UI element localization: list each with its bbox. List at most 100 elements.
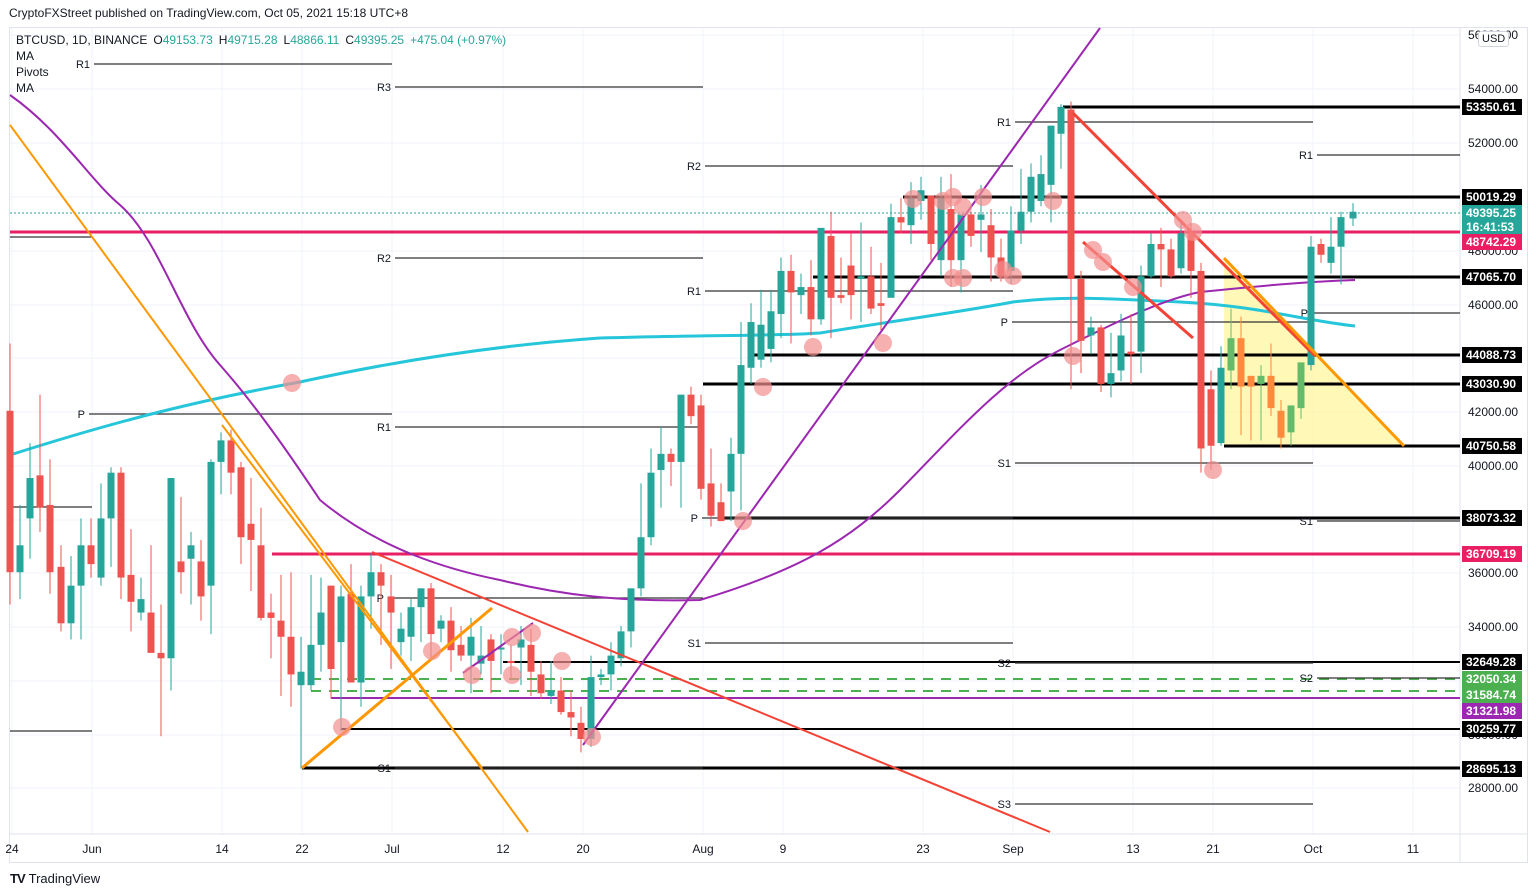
- indicator-ma-2[interactable]: MA: [16, 81, 34, 95]
- candle-body: [36, 475, 44, 508]
- candle-body: [46, 504, 54, 573]
- candle-body: [1217, 367, 1225, 444]
- candle-body: [457, 644, 465, 656]
- candle-body: [307, 644, 315, 686]
- price-tag: [1462, 234, 1522, 250]
- symbol-label[interactable]: BTCUSD, 1D, BINANCE: [16, 33, 148, 47]
- ohlc-row: BTCUSD, 1D, BINANCE O49153.73 H49715.28 …: [16, 32, 506, 48]
- time-axis[interactable]: 24 Jun 14 22 Jul 12 20 Aug 9 23 Sep 13 21 Oct 11: [5, 842, 1419, 856]
- candle-body: [1007, 230, 1015, 271]
- candle-body: [1087, 327, 1095, 336]
- touch-marker: [553, 652, 571, 670]
- touch-marker: [333, 718, 351, 736]
- candle-body: [647, 472, 655, 538]
- touch-marker: [1174, 211, 1192, 229]
- price-tick-label: 42000.00: [1468, 405, 1518, 419]
- touch-marker: [954, 198, 972, 216]
- candle-body: [57, 566, 65, 624]
- touch-marker: [503, 628, 521, 646]
- trendlines: [9, 27, 1406, 833]
- candle-body: [727, 453, 735, 492]
- candle-body: [557, 690, 565, 713]
- time-tick-label: 9: [780, 842, 787, 856]
- price-tag-label: 16:41:53: [1466, 220, 1514, 234]
- price-tag: [1462, 376, 1522, 392]
- candle-body: [877, 303, 885, 306]
- indicator-pivots[interactable]: Pivots: [16, 65, 49, 79]
- candle-body: [1037, 174, 1045, 201]
- price-tag: [1462, 205, 1522, 221]
- candle-body: [26, 478, 34, 519]
- price-tag: [1462, 703, 1522, 719]
- price-tag: [1462, 546, 1522, 562]
- time-tick-label: 21: [1206, 842, 1220, 856]
- candle-body: [617, 631, 625, 659]
- candle-body: [497, 647, 505, 650]
- candle-body: [1267, 375, 1275, 409]
- price-tag: [1462, 761, 1522, 777]
- price-axis[interactable]: 56000.0054000.0052000.0050000.0048000.00…: [1462, 28, 1522, 795]
- touch-marker: [1184, 223, 1202, 241]
- price-tag-label: 31321.98: [1466, 704, 1516, 718]
- candle-body: [957, 214, 965, 261]
- candle-body: [1237, 338, 1245, 387]
- touch-marker: [904, 190, 922, 208]
- candle-body: [627, 588, 635, 632]
- touch-marker: [734, 512, 752, 530]
- currency-badge[interactable]: USD: [1478, 31, 1510, 47]
- candle-body: [87, 545, 95, 565]
- candle-body: [1127, 351, 1135, 355]
- candle-body: [837, 295, 845, 298]
- candle-body: [827, 235, 835, 298]
- candle-body: [397, 628, 405, 643]
- candle-body: [1117, 335, 1125, 371]
- price-tag-label: 36709.19: [1466, 547, 1516, 561]
- orange-rising-trendline: [301, 606, 493, 770]
- candle-body: [107, 472, 115, 519]
- price-tag: [1462, 510, 1522, 526]
- pivot-label: P: [1301, 308, 1308, 320]
- pivot-label: R1: [687, 286, 701, 298]
- candle-body: [6, 410, 14, 573]
- pivot-label: S2: [998, 658, 1011, 670]
- candle-body: [1327, 246, 1335, 263]
- pivot-label: R2: [687, 161, 701, 173]
- candle-body: [357, 596, 365, 683]
- candle-body: [507, 660, 515, 663]
- candle-body: [1257, 375, 1265, 384]
- price-tag-label: 50019.29: [1466, 190, 1516, 204]
- price-tick-label: 46000.00: [1468, 298, 1518, 312]
- price-tag: [1462, 269, 1522, 285]
- touch-marker: [1094, 253, 1112, 271]
- price-tag: [1462, 438, 1522, 454]
- touch-marker: [423, 642, 441, 660]
- candle-body: [167, 478, 175, 659]
- price-tag-label: 44088.73: [1466, 348, 1516, 362]
- time-tick-label: Jul: [384, 842, 399, 856]
- time-tick-label: 13: [1126, 842, 1140, 856]
- candle-body: [1107, 373, 1115, 384]
- candle-body: [377, 572, 385, 586]
- high-value: H49715.28: [218, 33, 278, 47]
- candle-body: [1057, 106, 1065, 134]
- price-tag-label: 43030.90: [1466, 377, 1516, 391]
- time-tick-label: Oct: [1304, 842, 1323, 856]
- candle-body: [667, 453, 675, 462]
- candle-body: [1247, 375, 1255, 387]
- touch-marker: [503, 666, 521, 684]
- price-tick-label: 28000.00: [1468, 781, 1518, 795]
- candle-body: [697, 405, 705, 489]
- triangle-hypotenuse: [1222, 256, 1406, 448]
- candle-body: [217, 440, 225, 462]
- price-tick-label: 52000.00: [1468, 136, 1518, 150]
- pivot-levels: R1 R3 P R2 R1 P S1 R2 R1 P S1 R1 P S1 S2 S3 R1 P S1 S2: [10, 59, 1460, 811]
- indicator-ma-1[interactable]: MA: [16, 49, 34, 63]
- candle-body: [97, 518, 105, 578]
- ma-50-line: [9, 94, 1356, 602]
- price-tag-label: 32050.34: [1466, 672, 1516, 686]
- pivot-label: R1: [997, 117, 1011, 129]
- candle-body: [467, 636, 475, 656]
- time-tick-label: 24: [5, 842, 19, 856]
- price-tag-label: 31584.74: [1466, 688, 1516, 702]
